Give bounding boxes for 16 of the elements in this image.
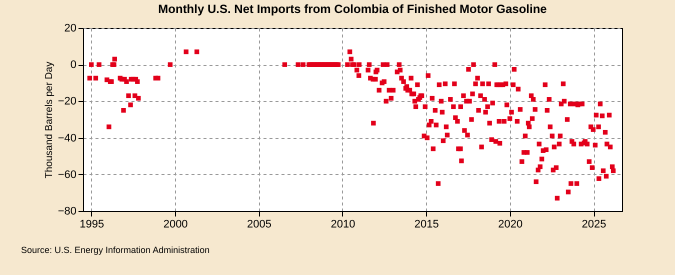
x-tick-label: 2020	[498, 218, 523, 230]
y-tick-label: −80	[58, 206, 76, 218]
y-tick-label: −60	[58, 168, 76, 181]
y-tick-label: −20	[58, 96, 76, 108]
x-tick-label: 2005	[247, 218, 272, 230]
x-tick-label: 2015	[414, 218, 439, 230]
x-tick-label: 2000	[163, 218, 188, 230]
y-tick-label: 20	[64, 22, 76, 34]
chart-title: Monthly U.S. Net Imports from Colombia of Finished Motor Gasoline	[158, 2, 548, 16]
y-tick-label: −40	[58, 132, 76, 144]
x-tick-label: 1995	[80, 218, 104, 230]
x-tick-label: 2010	[330, 218, 356, 230]
source-note: Source: U.S. Energy Information Administration	[21, 245, 210, 255]
x-tick-label: 2025	[582, 218, 606, 230]
y-axis-title: Thousand Barrels per Day	[44, 62, 55, 178]
y-tick-label: 0	[70, 59, 76, 72]
